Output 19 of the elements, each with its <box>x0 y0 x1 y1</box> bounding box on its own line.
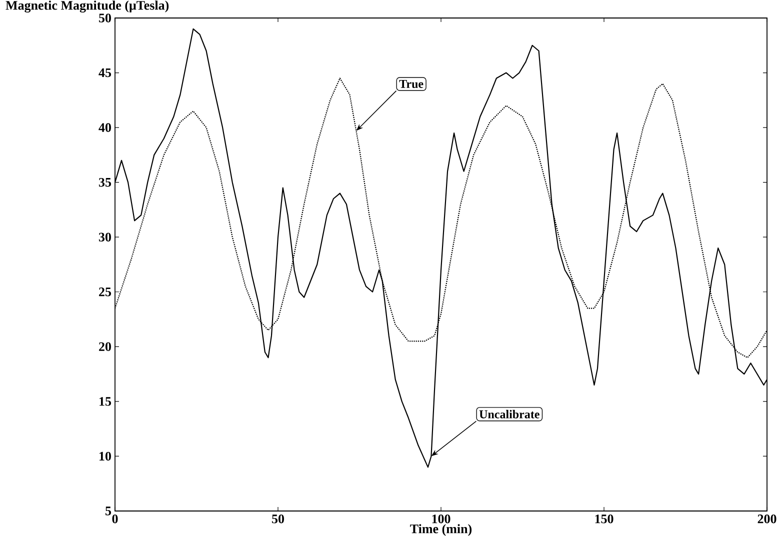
x-tick-label: 0 <box>112 514 118 524</box>
y-tick-label: 10 <box>100 452 111 461</box>
y-axis-title: Magnetic Magnitude (μTesla) <box>6 0 169 12</box>
x-tick-label: 50 <box>272 514 284 524</box>
y-tick-label: 20 <box>99 342 111 352</box>
x-tick-label: 150 <box>595 514 614 524</box>
annotation: True <box>399 80 424 88</box>
x-tick-label: 100 <box>432 514 450 524</box>
y-tick-label: 30 <box>98 232 111 242</box>
y-tick-label: 25 <box>99 288 112 296</box>
y-tick-label: 5 <box>105 506 112 516</box>
y-tick-label: 35 <box>98 178 112 187</box>
y-tick-label: 50 <box>98 14 111 22</box>
y-tick-label: 45 <box>98 68 112 78</box>
x-axis-title: Time (min) <box>410 524 472 536</box>
x-tick-label: 200 <box>758 514 776 524</box>
y-tick-label: 40 <box>98 123 111 132</box>
annotation: Uncalibrate <box>479 410 540 418</box>
y-tick-label: 15 <box>100 397 112 406</box>
